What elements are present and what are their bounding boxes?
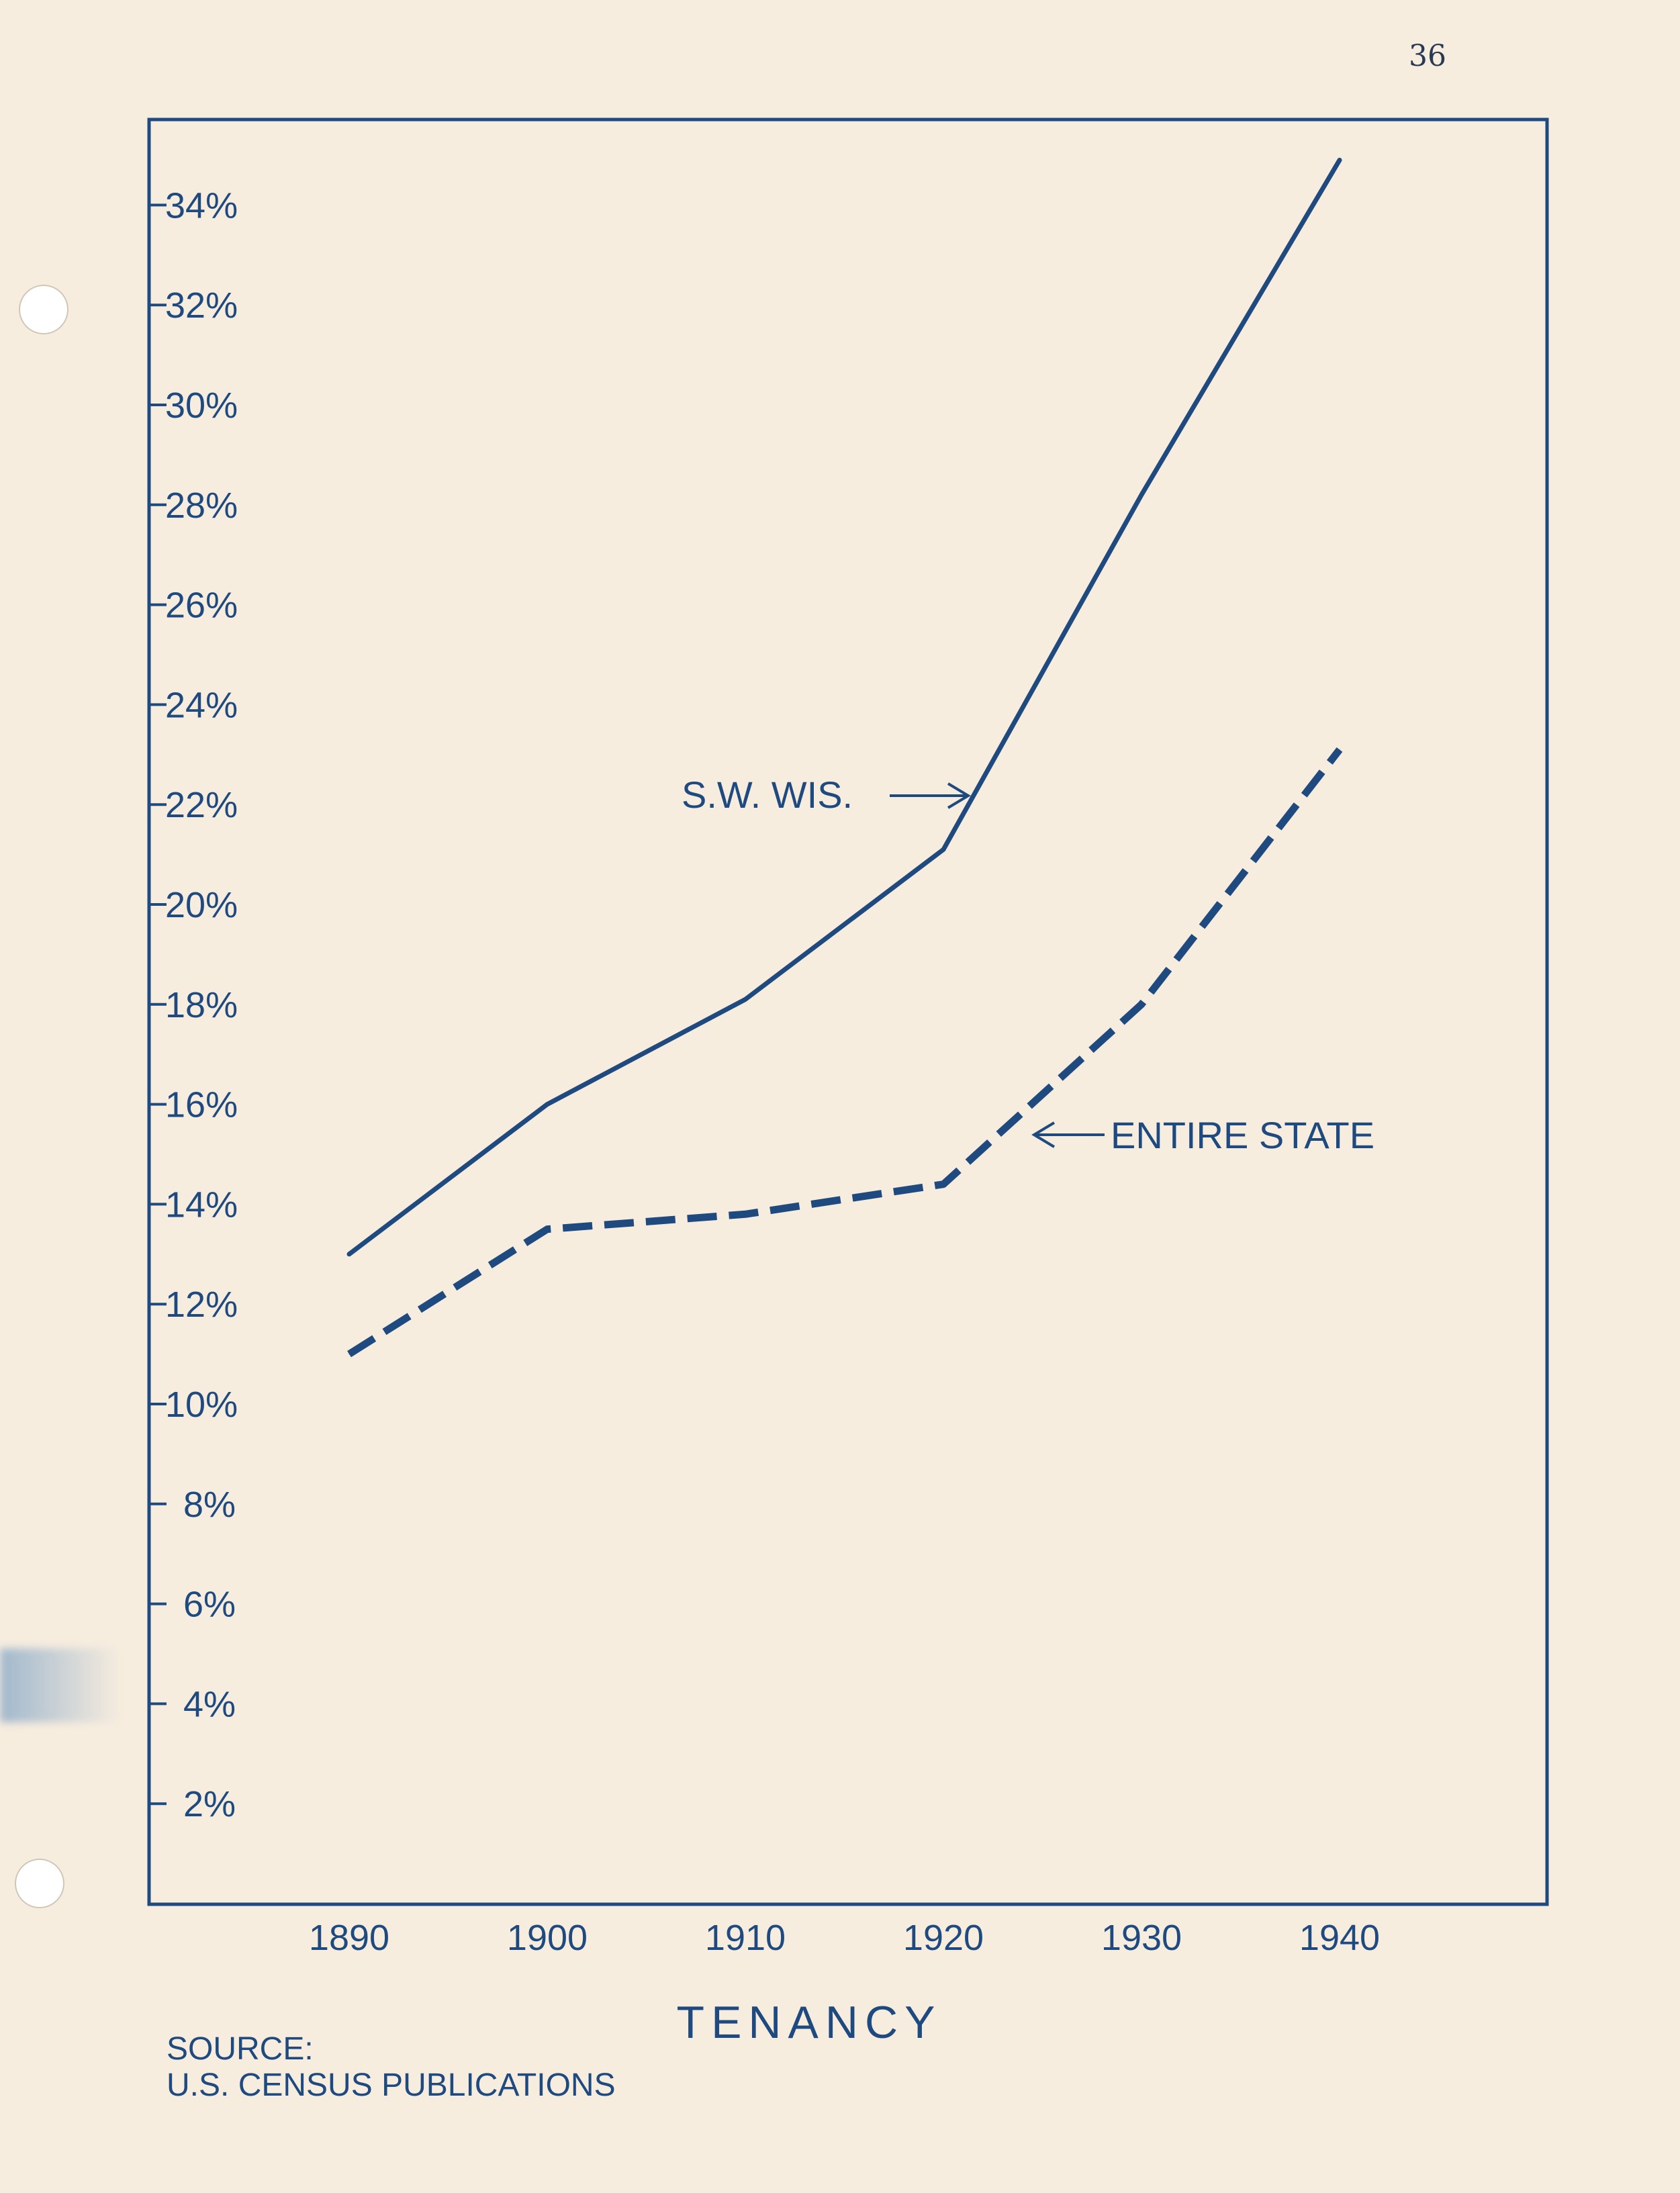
series-line-sw-wis: [346, 157, 1342, 1257]
plot-frame: [147, 118, 1549, 1906]
y-tick-label: 18%: [165, 985, 238, 1025]
y-tick-label: 20%: [165, 885, 238, 925]
y-axis: 2% 4% 6% 8% 10% 12% 14% 16% 18% 20% 22% 24% 26% 28…: [149, 185, 238, 1824]
y-tick-label: 26%: [165, 586, 238, 626]
y-tick-label: 8%: [165, 1485, 236, 1525]
data-point: [547, 1104, 548, 1105]
punch-hole-top: [19, 285, 68, 334]
x-tick-label: 1940: [1299, 1918, 1380, 1958]
y-tick-label: 12%: [165, 1285, 238, 1325]
series-line-entire-state: [347, 747, 1343, 1358]
y-tick-label: 28%: [165, 485, 238, 526]
x-axis-title: TENANCY: [677, 1997, 942, 2048]
data-point: [1141, 494, 1142, 496]
page-number: 36: [1409, 39, 1446, 73]
arrow-head-sw-wis: [947, 782, 971, 809]
data-point: [745, 1213, 746, 1215]
y-tick-label: 10%: [165, 1385, 238, 1425]
annotation-layer: S.W. WIS. ENTIRE STATE: [682, 774, 1374, 1156]
x-tick-label: 1920: [903, 1918, 984, 1958]
x-tick-label: 1890: [309, 1918, 389, 1958]
x-tick-label: 1910: [705, 1918, 786, 1958]
x-tick-label: 1900: [507, 1918, 588, 1958]
y-tick-label: 30%: [165, 385, 238, 426]
punch-hole-bottom: [15, 1859, 64, 1908]
source-text: U.S. CENSUS PUBLICATIONS: [167, 2067, 616, 2103]
arrow-head-entire-state: [1031, 1121, 1056, 1148]
series-label-sw-wis: S.W. WIS.: [682, 774, 853, 816]
x-axis: 1890 1900 1910 1920 1930 1940: [309, 1918, 1380, 1958]
data-point: [745, 998, 746, 1000]
source-heading: SOURCE:: [167, 2031, 314, 2067]
y-tick-label: 24%: [165, 685, 238, 725]
y-tick-label: 34%: [165, 185, 238, 226]
data-point: [943, 849, 944, 850]
y-tick-label: 4%: [165, 1684, 236, 1724]
y-tick-label: 16%: [165, 1085, 238, 1125]
series-label-entire-state: ENTIRE STATE: [1111, 1114, 1374, 1156]
y-tick-label: 14%: [165, 1184, 238, 1225]
ink-smudge: [0, 1648, 121, 1722]
x-tick-label: 1930: [1101, 1918, 1182, 1958]
data-point: [1141, 1004, 1142, 1005]
y-tick-label: 6%: [165, 1585, 236, 1625]
y-tick-label: 22%: [165, 785, 238, 825]
series-layer: [346, 157, 1343, 1358]
y-tick-label: 2%: [165, 1784, 236, 1824]
y-tick-label: 32%: [165, 285, 238, 326]
source-note: SOURCE: U.S. CENSUS PUBLICATIONS: [167, 2031, 616, 2104]
